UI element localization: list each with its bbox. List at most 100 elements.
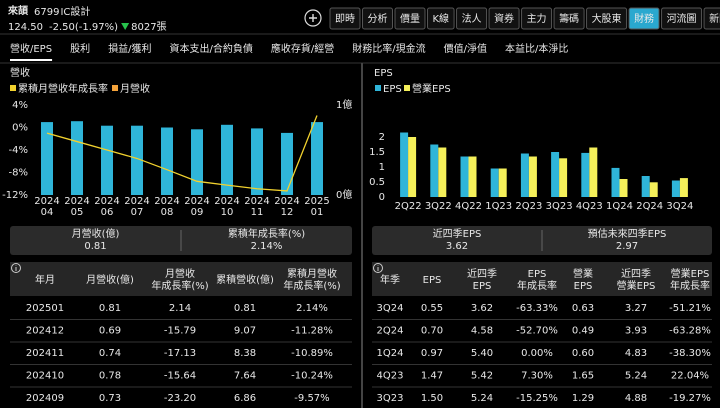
toolbar-label[interactable]: K線 — [433, 12, 450, 25]
toolbar-label[interactable]: 價量 — [400, 12, 420, 25]
y-tick-label: 0.5 — [369, 177, 385, 188]
toolbar-button[interactable] — [394, 7, 426, 30]
toolbar-label[interactable]: 分析 — [368, 12, 388, 25]
table-cell: -17.13 — [164, 348, 196, 359]
bar — [460, 156, 469, 197]
table-cell: 0.74 — [99, 348, 121, 359]
tab[interactable]: 損益/獲利 — [108, 42, 151, 55]
summary-label: 近四季EPS — [433, 227, 482, 240]
column-header: 年成長率 — [517, 279, 557, 292]
table-cell: 0.73 — [99, 393, 121, 404]
x-tick-label: 3Q24 — [666, 201, 693, 212]
tab[interactable]: 營收/EPS — [10, 42, 52, 55]
table-cell: 0.69 — [99, 326, 121, 337]
y-tick-label: -4% — [9, 145, 28, 156]
legend-label: EPS — [383, 84, 402, 95]
column-header: 月營收 — [165, 267, 195, 280]
tab[interactable]: 財務比率/現金流 — [352, 42, 425, 55]
stock-industry: IC設計 — [60, 5, 90, 18]
table-cell: 6.86 — [234, 393, 256, 404]
toolbar-button[interactable] — [586, 7, 628, 30]
toolbar-button[interactable] — [362, 7, 393, 30]
bar — [619, 179, 628, 197]
table-cell: 0.00% — [521, 348, 553, 359]
column-header: 年成長率(%) — [283, 279, 340, 292]
y-tick-label: 1 — [379, 162, 385, 173]
table-cell: 4Q23 — [377, 371, 404, 382]
toolbar-label[interactable]: 河流圖 — [667, 12, 697, 25]
bar — [430, 144, 439, 197]
bar — [311, 122, 323, 195]
table-cell: 7.30% — [521, 371, 553, 382]
toolbar-label[interactable]: 財務 — [634, 12, 654, 25]
toolbar-label[interactable]: 法人 — [462, 12, 482, 25]
column-header: 累積營收(億) — [216, 273, 274, 286]
toolbar-label[interactable]: 資券 — [494, 12, 514, 25]
table-cell: 202410 — [26, 371, 64, 382]
table-cell: 1Q24 — [377, 348, 404, 359]
x-tick-label: 2024 — [34, 196, 59, 207]
table-cell: 3.62 — [471, 303, 493, 314]
bar — [101, 125, 113, 195]
column-header: 月營收(億) — [86, 273, 134, 286]
summary-label: 預估未來四季EPS — [588, 227, 667, 240]
column-header: 近四季 — [467, 267, 497, 280]
table-cell: 2.14% — [296, 303, 328, 314]
toolbar-button[interactable] — [488, 7, 520, 30]
add-button[interactable] — [304, 9, 322, 27]
table-cell: -10.89% — [291, 348, 333, 359]
table-cell: 1.29 — [572, 393, 594, 404]
toolbar-label[interactable]: 籌碼 — [559, 12, 579, 25]
bar — [221, 124, 233, 195]
table-cell: 5.24 — [471, 393, 493, 404]
table-cell: 5.24 — [625, 371, 647, 382]
toolbar-button[interactable] — [427, 7, 455, 30]
x-tick-label: 05 — [71, 207, 84, 218]
toolbar-button[interactable] — [521, 7, 553, 30]
toolbar-button[interactable] — [329, 7, 361, 30]
x-tick-label: 4Q23 — [576, 201, 603, 212]
x-tick-label: 11 — [251, 207, 264, 218]
table-cell: 202411 — [26, 348, 64, 359]
toolbar-label[interactable]: 即時 — [335, 13, 355, 25]
toolbar-label[interactable]: 大股東 — [592, 12, 622, 25]
line — [46, 115, 318, 192]
bar — [281, 132, 293, 195]
table-cell: -63.28% — [669, 326, 711, 337]
y2-tick-label: 1億 — [336, 98, 352, 111]
toolbar-label[interactable]: 新聞/日曆 — [709, 12, 720, 25]
tab[interactable]: 應收存貨/經營 — [271, 42, 334, 55]
table-cell: 0.81 — [99, 303, 121, 314]
tab[interactable]: 資本支出/合約負債 — [169, 42, 252, 55]
y-tick-label: 2 — [379, 132, 385, 143]
info-icon — [11, 263, 21, 273]
toolbar-button[interactable] — [456, 7, 488, 30]
toolbar-button[interactable] — [628, 7, 660, 30]
toolbar-button[interactable] — [553, 7, 585, 30]
toolbar-label[interactable]: 主力 — [527, 12, 547, 25]
y-tick-label: 0 — [379, 192, 385, 203]
tab[interactable]: 本益比/本淨比 — [505, 42, 568, 55]
table-cell: 2.14 — [169, 303, 191, 314]
tab[interactable]: 價值/淨值 — [444, 42, 487, 55]
table-header — [372, 262, 712, 296]
table-cell: 1.50 — [421, 393, 443, 404]
table-cell: -11.28% — [291, 326, 333, 337]
table-cell: 0.55 — [421, 303, 443, 314]
toolbar-button[interactable] — [703, 7, 720, 30]
bar — [251, 128, 263, 195]
table-cell: 9.07 — [234, 326, 256, 337]
tab[interactable]: 股利 — [70, 43, 90, 55]
table-cell: 2Q24 — [377, 326, 404, 337]
column-header: 營業EPS — [617, 279, 656, 292]
legend-swatch — [375, 85, 381, 91]
x-tick-label: 3Q22 — [425, 201, 452, 212]
stock-volume: 8027張 — [131, 21, 166, 33]
x-tick-label: 04 — [41, 207, 54, 218]
toolbar-button[interactable] — [661, 7, 703, 30]
x-tick-label: 2024 — [184, 196, 209, 207]
legend-label: 累積月營收年成長率 — [18, 82, 108, 95]
bar — [641, 176, 650, 197]
x-tick-label: 2024 — [154, 196, 179, 207]
